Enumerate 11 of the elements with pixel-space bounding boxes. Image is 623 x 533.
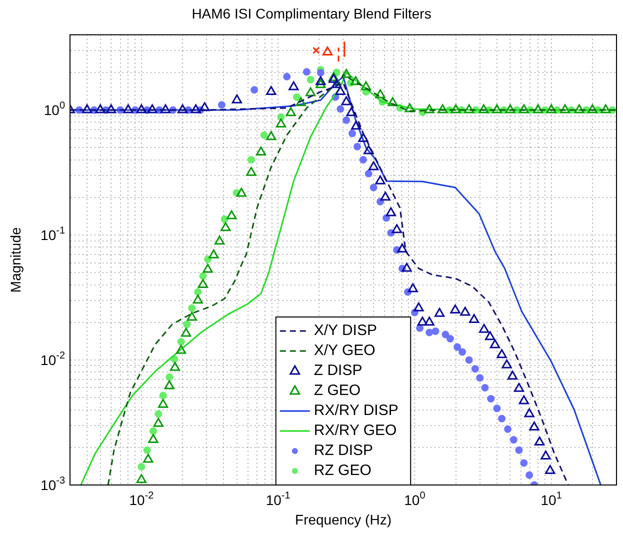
x-axis-title: Frequency (Hz)	[295, 511, 392, 528]
chart-title: HAM6 ISI Complimentary Blend Filters	[192, 5, 432, 22]
legend-label: RX/RY DISP	[314, 402, 398, 420]
legend-label: RX/RY GEO	[314, 422, 397, 440]
legend-label: RZ GEO	[314, 462, 372, 480]
y-axis-title: Magnitude	[7, 227, 24, 293]
legend-label: Z DISP	[314, 362, 362, 380]
legend-label: RZ DISP	[314, 442, 374, 460]
legend-label: X/Y GEO	[314, 342, 376, 360]
legend-label: Z GEO	[314, 382, 361, 400]
legend-label: X/Y DISP	[314, 322, 377, 340]
